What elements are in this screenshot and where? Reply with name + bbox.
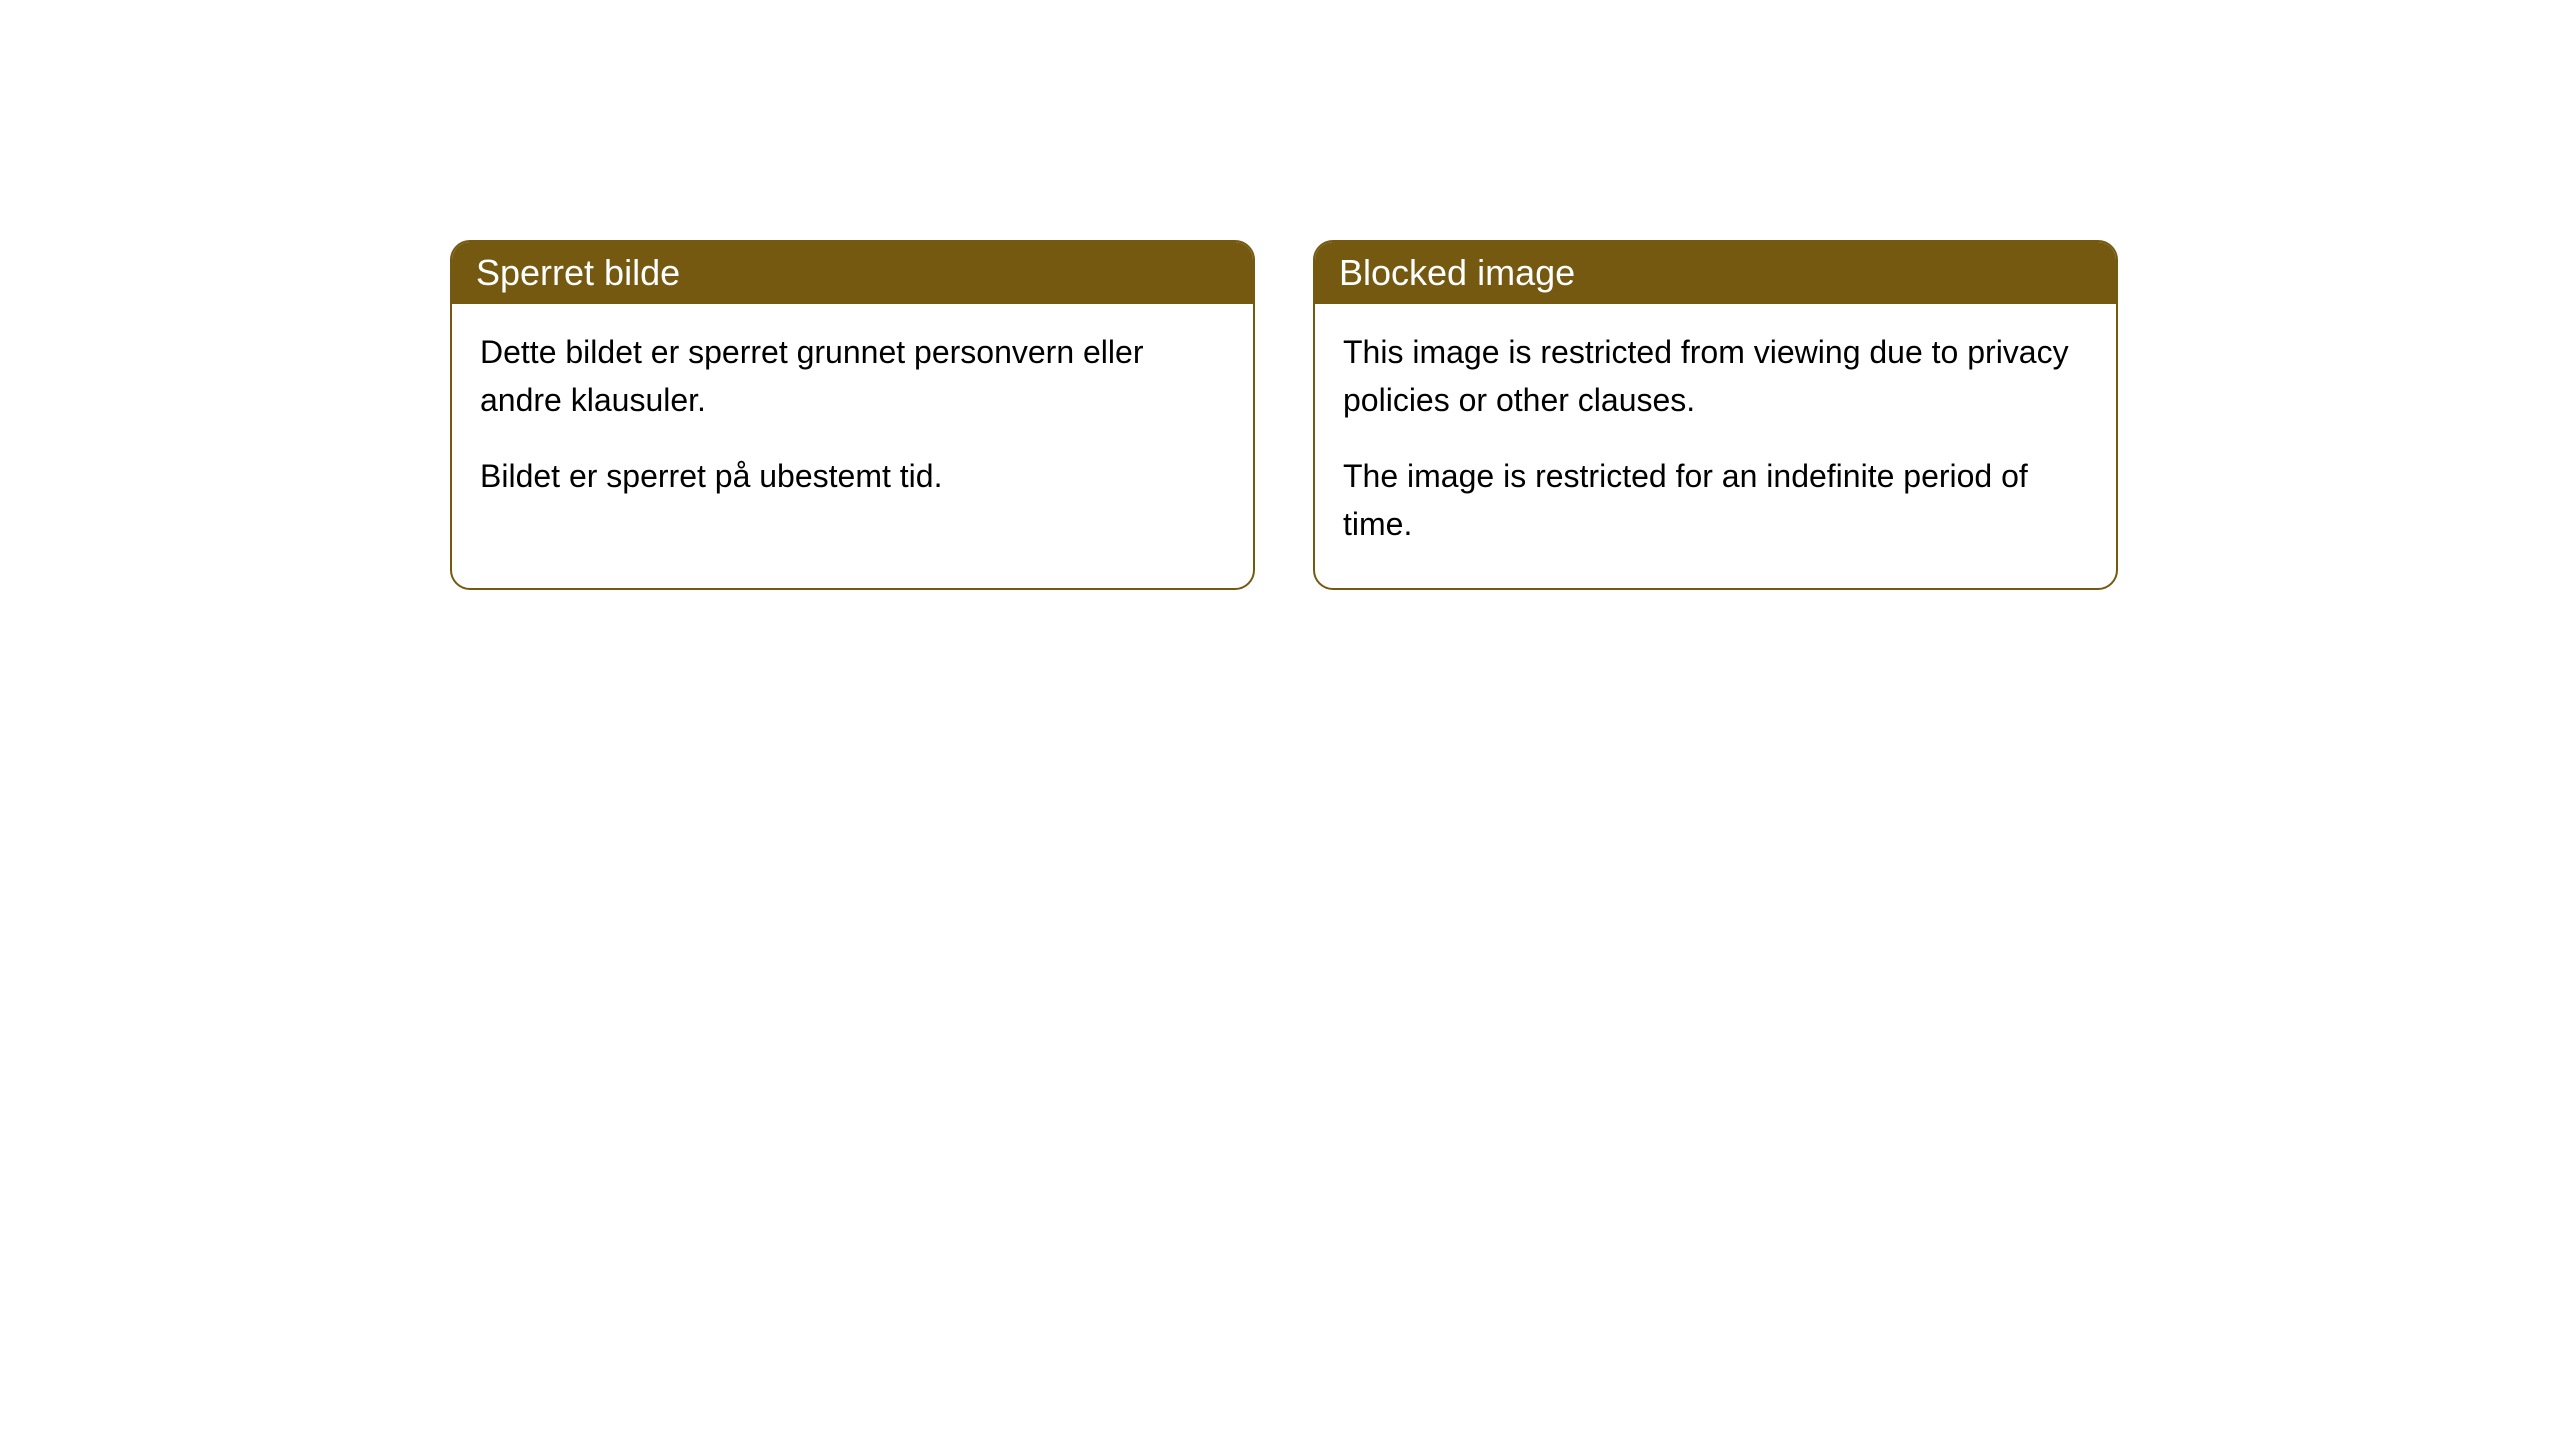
card-body-norwegian: Dette bildet er sperret grunnet personve… — [452, 304, 1253, 540]
card-header-norwegian: Sperret bilde — [452, 242, 1253, 304]
card-english: Blocked image This image is restricted f… — [1313, 240, 2118, 590]
card-header-english: Blocked image — [1315, 242, 2116, 304]
card-paragraph: Bildet er sperret på ubestemt tid. — [480, 452, 1225, 500]
cards-container: Sperret bilde Dette bildet er sperret gr… — [450, 240, 2560, 590]
card-norwegian: Sperret bilde Dette bildet er sperret gr… — [450, 240, 1255, 590]
card-paragraph: This image is restricted from viewing du… — [1343, 328, 2088, 424]
card-paragraph: Dette bildet er sperret grunnet personve… — [480, 328, 1225, 424]
card-paragraph: The image is restricted for an indefinit… — [1343, 452, 2088, 548]
card-body-english: This image is restricted from viewing du… — [1315, 304, 2116, 588]
